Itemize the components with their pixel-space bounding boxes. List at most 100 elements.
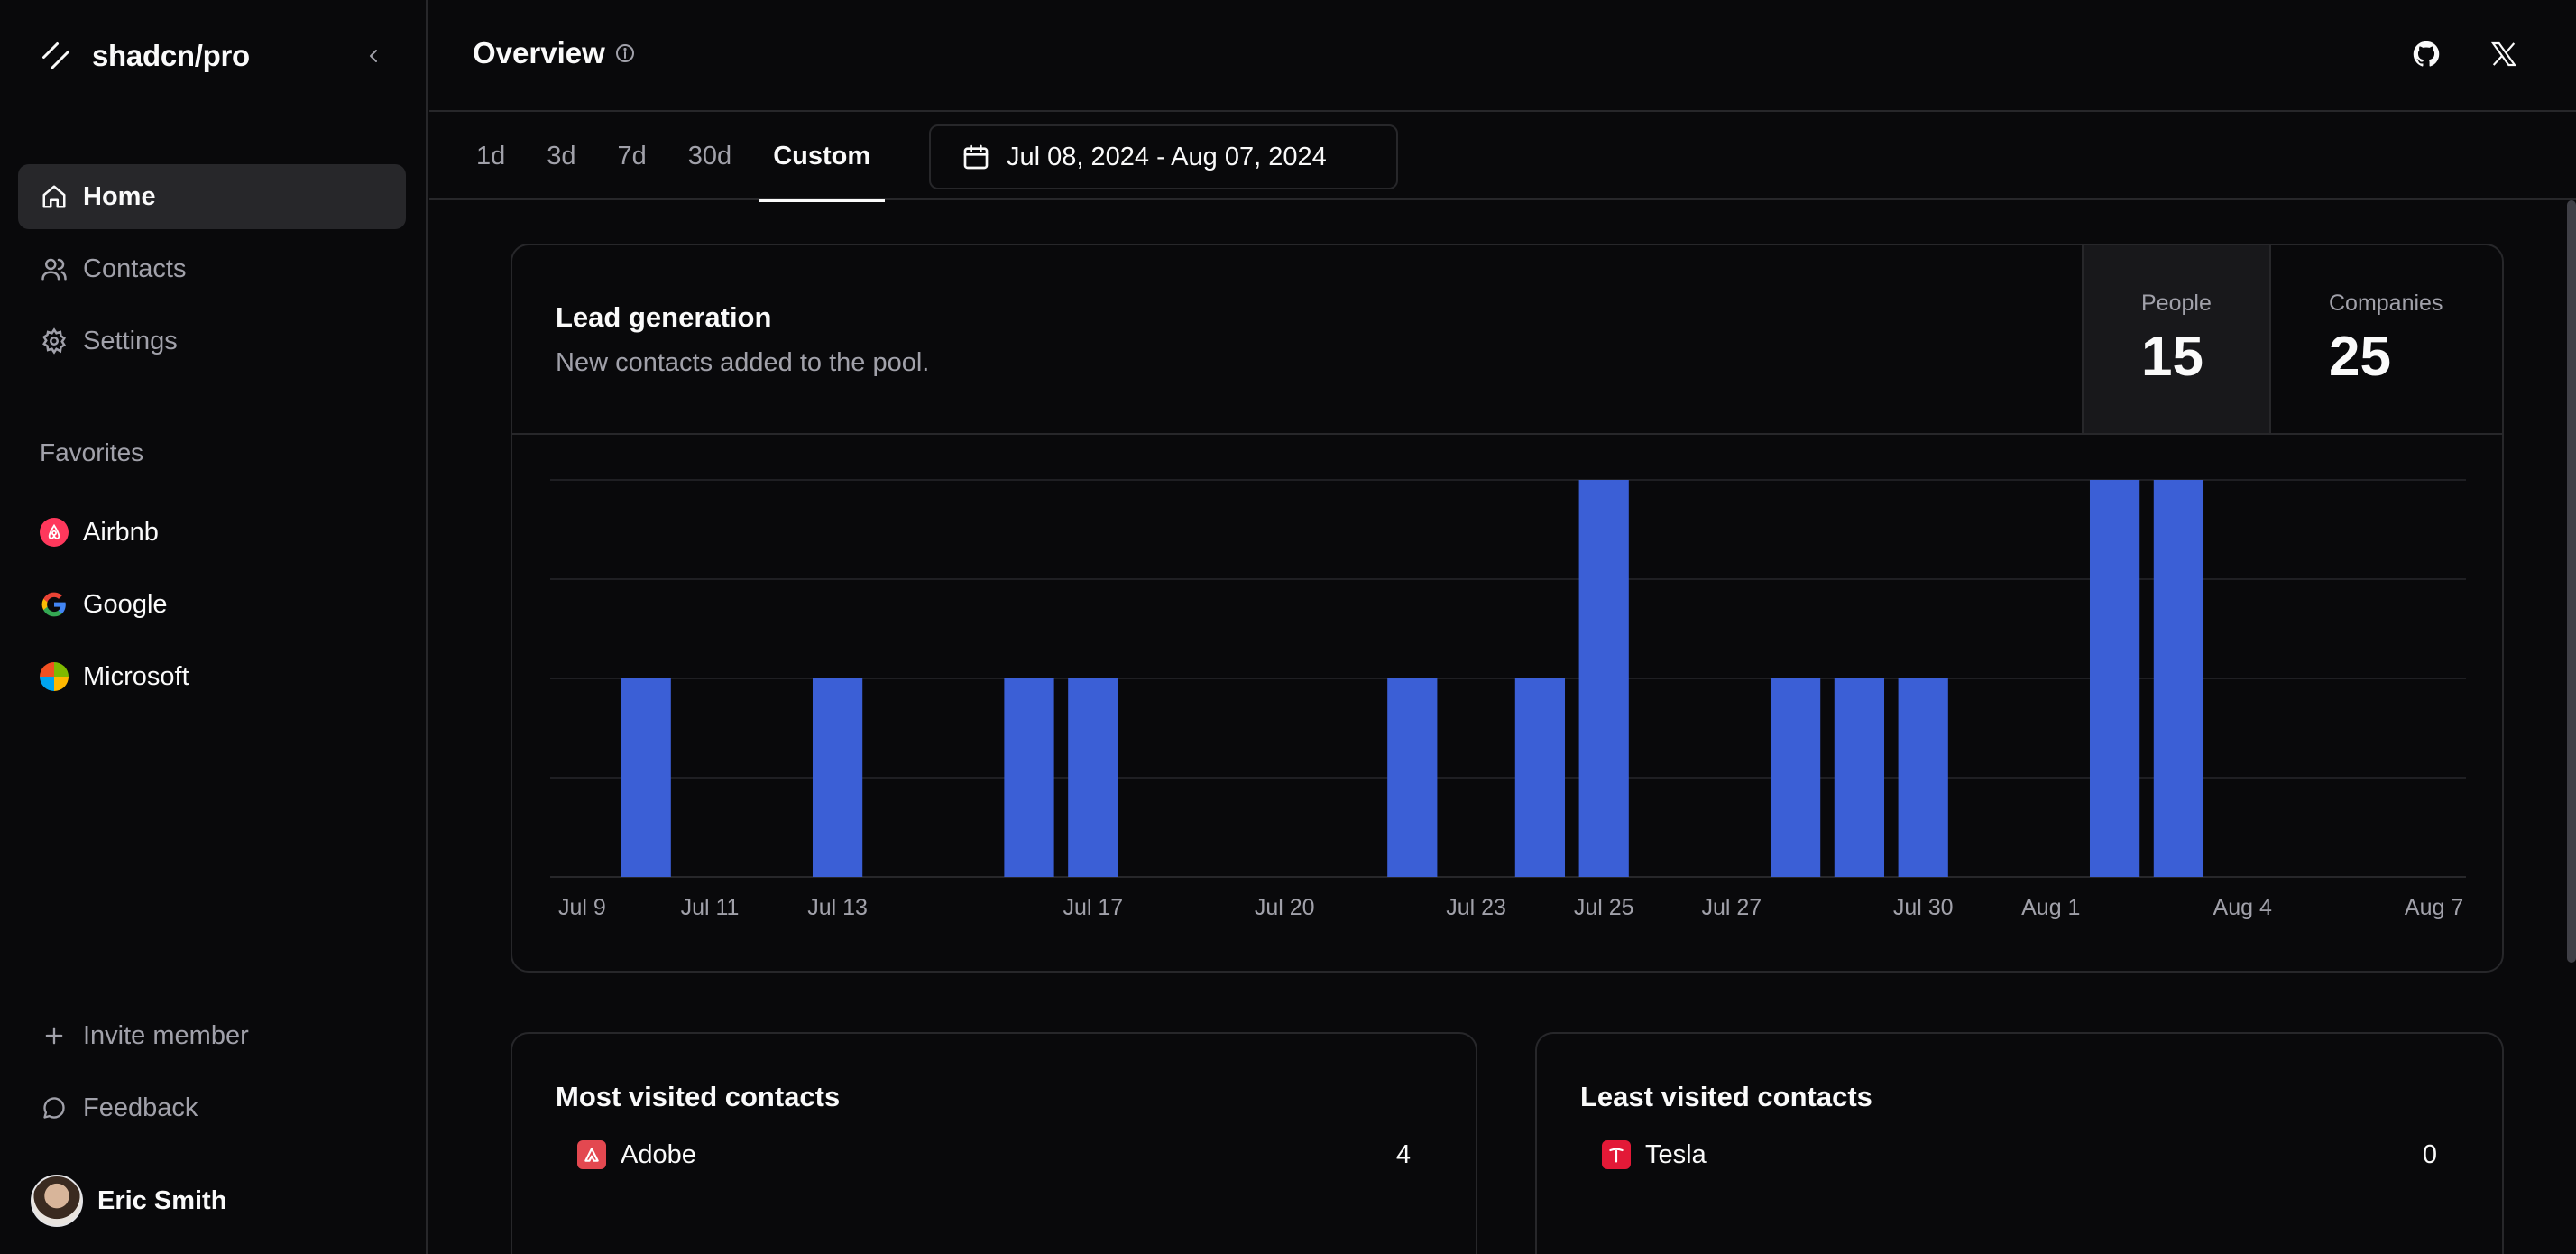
date-range-picker[interactable]: Jul 08, 2024 - Aug 07, 2024	[929, 124, 1398, 189]
top-header: Overview	[429, 0, 2576, 112]
chart-bar[interactable]	[1514, 678, 1566, 877]
info-icon[interactable]	[614, 42, 636, 64]
sidebar-item-label: Contacts	[83, 254, 187, 283]
x-tick-label: Jul 17	[1063, 895, 1123, 920]
invite-member-button[interactable]: Invite member	[18, 1003, 406, 1068]
favorites-heading: Favorites	[40, 438, 144, 466]
chart-bar[interactable]	[1770, 678, 1821, 877]
card-title: Least visited contacts	[1580, 1081, 1872, 1112]
sidebar-item-label: Home	[83, 181, 156, 211]
feedback-button[interactable]: Feedback	[18, 1075, 406, 1140]
adobe-logo-icon	[577, 1140, 606, 1169]
range-toolbar: 1d 3d 7d 30d Custom Jul 08, 2024 - Aug 0…	[429, 112, 2576, 202]
favorite-label: Google	[83, 589, 168, 619]
tab-1d[interactable]: 1d	[476, 141, 506, 171]
contact-name: Adobe	[621, 1139, 696, 1169]
sidebar-item-settings[interactable]: Settings	[18, 309, 406, 373]
airbnb-logo-icon	[40, 518, 69, 547]
tab-7d[interactable]: 7d	[617, 141, 647, 171]
github-icon	[2413, 41, 2440, 67]
contact-row[interactable]: Tesla 0	[1602, 1128, 2437, 1182]
chart-bar[interactable]	[1068, 678, 1118, 877]
x-link[interactable]	[2486, 36, 2522, 72]
chart-bar[interactable]	[2089, 480, 2140, 877]
home-icon	[40, 182, 69, 211]
least-visited-card: Least visited contacts Tesla 0	[1535, 1032, 2504, 1254]
x-tick-label: Jul 30	[1893, 895, 1954, 920]
main-scrollbar[interactable]	[2567, 200, 2576, 963]
stat-value: 25	[2329, 326, 2391, 388]
collapse-sidebar-button[interactable]	[357, 40, 390, 72]
x-tick-label: Jul 11	[681, 895, 740, 920]
most-visited-card: Most visited contacts Adobe 4	[511, 1032, 1477, 1254]
stat-value: 15	[2141, 326, 2203, 388]
tab-custom[interactable]: Custom	[759, 112, 886, 202]
favorite-microsoft[interactable]: Microsoft	[18, 644, 406, 709]
tab-30d[interactable]: 30d	[687, 141, 732, 171]
card-title: Most visited contacts	[556, 1081, 841, 1112]
main-nav: Home Contacts Settings	[18, 164, 406, 381]
chart-bar[interactable]	[621, 678, 671, 877]
favorite-google[interactable]: Google	[18, 572, 406, 637]
user-name: Eric Smith	[97, 1185, 227, 1215]
chevron-left-icon	[370, 50, 377, 62]
contact-name: Tesla	[1645, 1139, 1707, 1169]
stat-label: Companies	[2329, 290, 2443, 316]
favorites-list: Airbnb Google Microsoft	[18, 500, 406, 716]
x-tick-label: Jul 20	[1255, 895, 1315, 920]
message-circle-icon	[40, 1093, 69, 1122]
calendar-icon	[963, 144, 989, 170]
chart-bar[interactable]	[812, 678, 863, 877]
x-tick-label: Jul 13	[807, 895, 868, 920]
github-link[interactable]	[2408, 36, 2444, 72]
favorite-label: Microsoft	[83, 661, 189, 691]
x-tick-label: Jul 27	[1701, 895, 1762, 920]
avatar	[31, 1175, 83, 1227]
sidebar-item-home[interactable]: Home	[18, 164, 406, 229]
lead-bar-chart: Jul 9 Jul 11 Jul 13 Jul 17 Jul 20 Jul 23 Jul 2…	[550, 479, 2466, 920]
favorite-airbnb[interactable]: Airbnb	[18, 500, 406, 565]
page-title: Overview	[473, 36, 636, 70]
chart-bar[interactable]	[1004, 678, 1054, 877]
user-menu[interactable]: Eric Smith	[31, 1175, 226, 1227]
microsoft-logo-icon	[40, 662, 69, 691]
chart-bar[interactable]	[1387, 678, 1438, 877]
sidebar-item-contacts[interactable]: Contacts	[18, 236, 406, 301]
date-range-text: Jul 08, 2024 - Aug 07, 2024	[1007, 142, 1327, 171]
x-icon	[2490, 41, 2517, 67]
slash-logo-icon	[42, 42, 69, 69]
lead-generation-card: Lead generation New contacts added to th…	[511, 244, 2504, 973]
card-subtitle: New contacts added to the pool.	[556, 348, 930, 377]
card-divider	[512, 433, 2502, 435]
x-tick-label: Jul 23	[1446, 895, 1506, 920]
page-title-text: Overview	[473, 36, 605, 69]
contact-row[interactable]: Adobe 4	[577, 1128, 1411, 1182]
x-tick-label: Aug 1	[2021, 895, 2080, 920]
sidebar: shadcn/pro Home Contacts S	[0, 0, 428, 1254]
google-logo-icon	[40, 590, 69, 619]
contact-count: 4	[1395, 1139, 1411, 1169]
chart-bar[interactable]	[1578, 480, 1629, 877]
feedback-label: Feedback	[83, 1093, 198, 1122]
chart-bar[interactable]	[1898, 678, 1948, 877]
x-tick-label: Jul 25	[1574, 895, 1634, 920]
brand[interactable]: shadcn/pro	[40, 34, 250, 78]
x-tick-label: Aug 4	[2213, 895, 2272, 920]
tab-3d[interactable]: 3d	[547, 141, 576, 171]
gear-icon	[40, 327, 69, 355]
stat-label: People	[2141, 290, 2212, 316]
x-tick-label: Aug 7	[2405, 895, 2463, 920]
contact-count: 0	[2422, 1139, 2437, 1169]
brand-name: shadcn/pro	[92, 39, 250, 72]
tesla-logo-icon	[1602, 1140, 1631, 1169]
stat-companies[interactable]: Companies 25	[2269, 245, 2502, 433]
sidebar-item-label: Settings	[83, 326, 178, 355]
users-icon	[40, 254, 69, 283]
stat-people[interactable]: People 15	[2082, 245, 2269, 433]
x-tick-label: Jul 9	[558, 895, 606, 920]
chart-bar[interactable]	[1834, 678, 1885, 877]
chart-bar[interactable]	[2153, 480, 2204, 877]
favorite-label: Airbnb	[83, 517, 159, 547]
range-tabs: 1d 3d 7d 30d Custom	[462, 112, 897, 202]
